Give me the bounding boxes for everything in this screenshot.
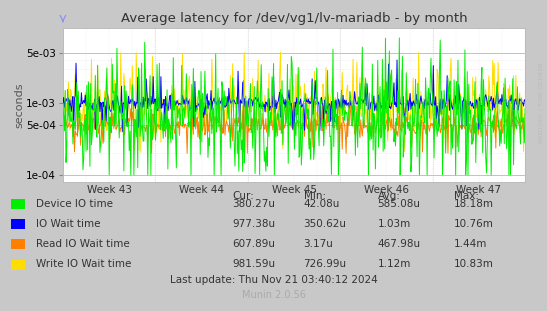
Text: 726.99u: 726.99u xyxy=(304,259,347,269)
Text: 981.59u: 981.59u xyxy=(232,259,276,269)
Text: 10.83m: 10.83m xyxy=(454,259,494,269)
Text: Avg:: Avg: xyxy=(377,191,400,201)
Text: 350.62u: 350.62u xyxy=(304,219,347,229)
Text: 1.44m: 1.44m xyxy=(454,239,487,249)
Text: 977.38u: 977.38u xyxy=(232,219,276,229)
Text: Munin 2.0.56: Munin 2.0.56 xyxy=(242,290,305,300)
Text: 3.17u: 3.17u xyxy=(304,239,334,249)
Text: 467.98u: 467.98u xyxy=(377,239,421,249)
Text: Max:: Max: xyxy=(454,191,479,201)
Text: 42.08u: 42.08u xyxy=(304,199,340,209)
Text: 380.27u: 380.27u xyxy=(232,199,276,209)
Text: Device IO time: Device IO time xyxy=(36,199,113,209)
Title: Average latency for /dev/vg1/lv-mariadb - by month: Average latency for /dev/vg1/lv-mariadb … xyxy=(121,12,467,26)
Text: Min:: Min: xyxy=(304,191,325,201)
Text: Last update: Thu Nov 21 03:40:12 2024: Last update: Thu Nov 21 03:40:12 2024 xyxy=(170,275,377,285)
Text: 10.76m: 10.76m xyxy=(454,219,494,229)
Text: 607.89u: 607.89u xyxy=(232,239,276,249)
Text: RRDTOOL / TOBI OETIKER: RRDTOOL / TOBI OETIKER xyxy=(538,62,543,143)
Text: 585.08u: 585.08u xyxy=(377,199,421,209)
Text: Cur:: Cur: xyxy=(232,191,254,201)
Text: IO Wait time: IO Wait time xyxy=(36,219,100,229)
Text: 18.18m: 18.18m xyxy=(454,199,494,209)
Text: Read IO Wait time: Read IO Wait time xyxy=(36,239,129,249)
Text: Write IO Wait time: Write IO Wait time xyxy=(36,259,131,269)
Text: 1.12m: 1.12m xyxy=(377,259,411,269)
Y-axis label: seconds: seconds xyxy=(15,82,25,128)
Text: 1.03m: 1.03m xyxy=(377,219,411,229)
